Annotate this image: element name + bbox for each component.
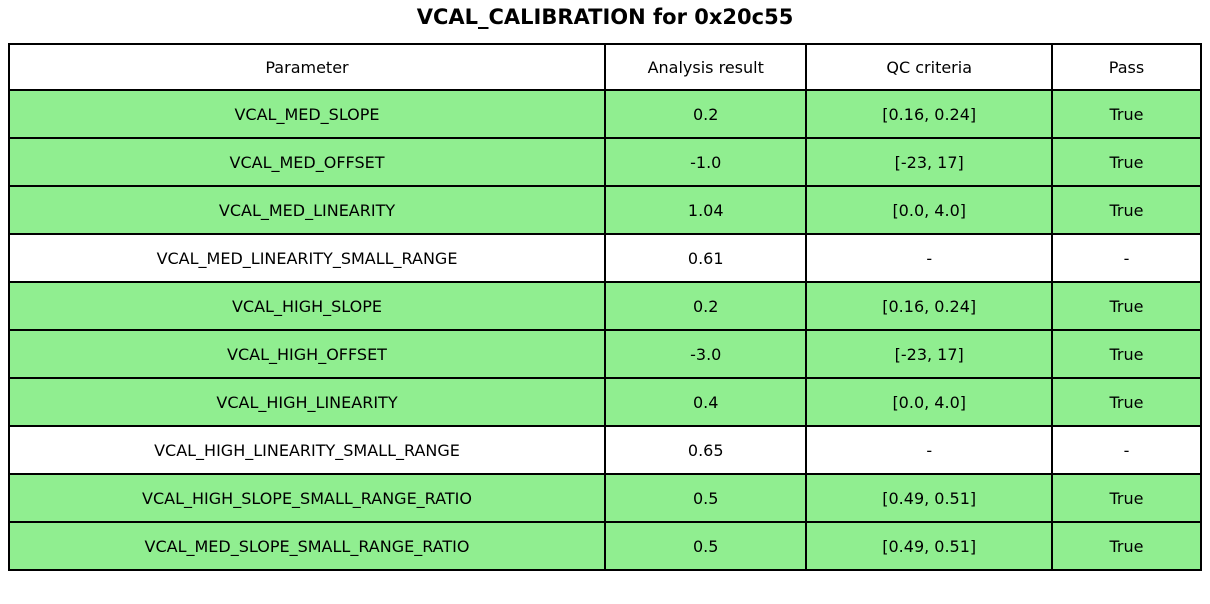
criteria-cell: [0.16, 0.24] [805, 89, 1053, 139]
column-header-qc-criteria: QC criteria [805, 43, 1053, 91]
table-row: VCAL_MED_SLOPE 0.2 [0.16, 0.24] True [8, 89, 1203, 139]
param-cell: VCAL_MED_LINEARITY_SMALL_RANGE [8, 233, 606, 283]
param-cell: VCAL_MED_OFFSET [8, 137, 606, 187]
column-header-parameter: Parameter [8, 43, 606, 91]
param-cell: VCAL_MED_LINEARITY [8, 185, 606, 235]
pass-cell: True [1050, 473, 1203, 523]
criteria-cell: - [805, 233, 1053, 283]
result-cell: -3.0 [603, 329, 808, 379]
table-row: VCAL_MED_LINEARITY 1.04 [0.0, 4.0] True [8, 185, 1203, 235]
criteria-cell: [0.0, 4.0] [805, 185, 1053, 235]
pass-cell: True [1050, 521, 1203, 571]
page-title: VCAL_CALIBRATION for 0x20c55 [416, 5, 794, 29]
qc-table: Parameter Analysis result QC criteria Pa… [8, 43, 1203, 571]
param-cell: VCAL_MED_SLOPE_SMALL_RANGE_RATIO [8, 521, 606, 571]
param-cell: VCAL_HIGH_SLOPE [8, 281, 606, 331]
criteria-cell: [0.49, 0.51] [805, 473, 1053, 523]
param-cell: VCAL_HIGH_OFFSET [8, 329, 606, 379]
pass-cell: True [1050, 89, 1203, 139]
table-row: VCAL_HIGH_LINEARITY 0.4 [0.0, 4.0] True [8, 377, 1203, 427]
criteria-cell: [-23, 17] [805, 329, 1053, 379]
column-header-pass: Pass [1050, 43, 1203, 91]
pass-cell: True [1050, 137, 1203, 187]
table-row: VCAL_HIGH_OFFSET -3.0 [-23, 17] True [8, 329, 1203, 379]
table-row: VCAL_HIGH_LINEARITY_SMALL_RANGE 0.65- - [8, 425, 1203, 475]
result-cell: 0.61 [603, 233, 808, 283]
criteria-cell: [0.0, 4.0] [805, 377, 1053, 427]
pass-cell: - [1050, 425, 1203, 475]
result-cell: 0.65 [603, 425, 808, 475]
criteria-cell: - [805, 425, 1053, 475]
result-cell: 0.5 [603, 521, 808, 571]
pass-cell: True [1050, 185, 1203, 235]
header-row: Parameter Analysis result QC criteria Pa… [8, 43, 1203, 91]
result-cell: 0.2 [603, 281, 808, 331]
table-row: VCAL_HIGH_SLOPE 0.2 [0.16, 0.24] True [8, 281, 1203, 331]
column-header-analysis-result: Analysis result [603, 43, 808, 91]
table-row: VCAL_MED_OFFSET -1.0 [-23, 17] True [8, 137, 1203, 187]
table-row: VCAL_MED_LINEARITY_SMALL_RANGE 0.61- - [8, 233, 1203, 283]
pass-cell: True [1050, 329, 1203, 379]
table-row: VCAL_HIGH_SLOPE_SMALL_RANGE_RATIO 0.5 [0.4… [8, 473, 1203, 523]
result-cell: 0.2 [603, 89, 808, 139]
result-cell: 0.5 [603, 473, 808, 523]
pass-cell: True [1050, 281, 1203, 331]
param-cell: VCAL_HIGH_SLOPE_SMALL_RANGE_RATIO [8, 473, 606, 523]
pass-cell: - [1050, 233, 1203, 283]
param-cell: VCAL_MED_SLOPE [8, 89, 606, 139]
criteria-cell: [0.49, 0.51] [805, 521, 1053, 571]
param-cell: VCAL_HIGH_LINEARITY [8, 377, 606, 427]
param-cell: VCAL_HIGH_LINEARITY_SMALL_RANGE [8, 425, 606, 475]
pass-cell: True [1050, 377, 1203, 427]
criteria-cell: [-23, 17] [805, 137, 1053, 187]
table-row: VCAL_MED_SLOPE_SMALL_RANGE_RATIO 0.5 [0.49… [8, 521, 1203, 571]
result-cell: 0.4 [603, 377, 808, 427]
result-cell: -1.0 [603, 137, 808, 187]
criteria-cell: [0.16, 0.24] [805, 281, 1053, 331]
result-cell: 1.04 [603, 185, 808, 235]
